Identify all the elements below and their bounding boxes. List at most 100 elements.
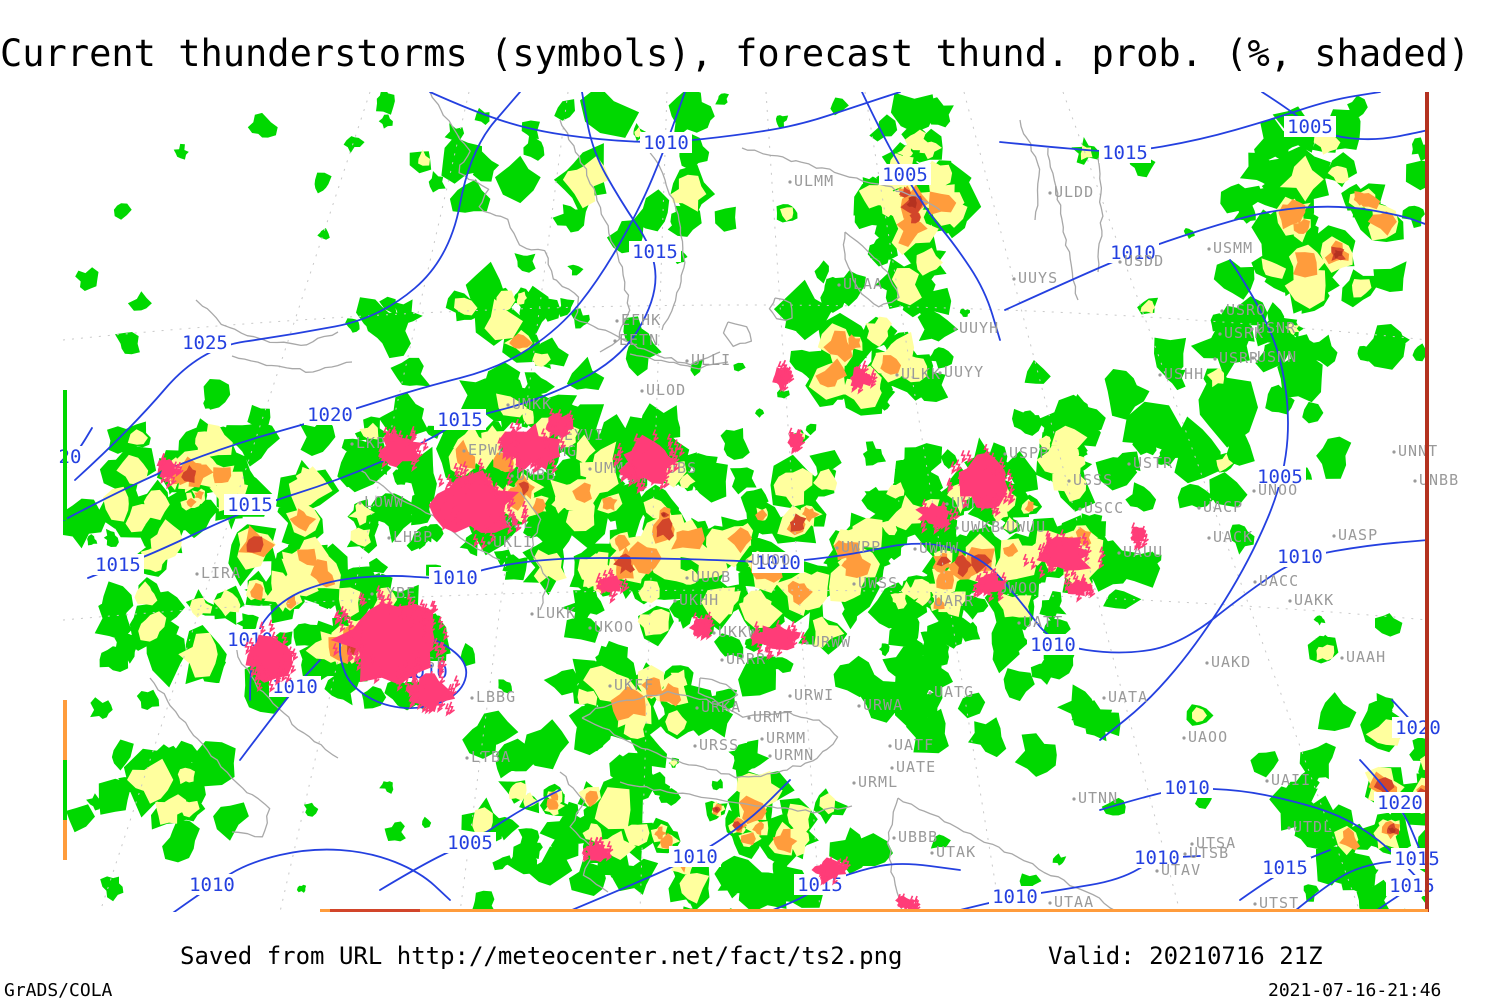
svg-text:20: 20	[59, 446, 82, 468]
svg-text:ULAA: ULAA	[843, 275, 883, 293]
svg-text:UNNT: UNNT	[1398, 442, 1438, 460]
station-USMM: USMM	[1207, 239, 1252, 257]
svg-text:LIRA: LIRA	[201, 564, 241, 582]
thunderstorm-symbol-cluster	[156, 453, 184, 490]
isobar-label-1015: 1015	[1391, 848, 1443, 870]
thunderstorm-symbol-cluster	[946, 443, 1016, 517]
svg-text:1005: 1005	[1287, 116, 1333, 138]
station-URSS: URSS	[693, 736, 738, 754]
svg-text:UKHH: UKHH	[679, 591, 719, 609]
svg-text:UACK: UACK	[1213, 528, 1253, 546]
thunderstorm-symbol-cluster	[428, 458, 529, 551]
svg-text:UATG: UATG	[934, 683, 974, 701]
svg-text:1020: 1020	[307, 404, 353, 426]
isobar-label-1015: 1015	[92, 554, 144, 576]
svg-text:ULDD: ULDD	[1054, 183, 1094, 201]
svg-text:LUKK: LUKK	[536, 604, 576, 622]
svg-text:1005: 1005	[882, 164, 928, 186]
generation-timestamp: 2021-07-16-21:46	[1268, 980, 1442, 1000]
svg-text:1010: 1010	[432, 567, 478, 589]
svg-text:USNN: USNN	[1257, 348, 1297, 366]
svg-text:URMM: URMM	[766, 729, 806, 747]
svg-text:UARR: UARR	[934, 592, 974, 610]
station-USDD: USDD	[1118, 252, 1163, 270]
svg-text:UTST: UTST	[1259, 894, 1299, 912]
station-UTDL: UTDL	[1287, 818, 1332, 836]
svg-text:1015: 1015	[1262, 857, 1308, 879]
thunderstorm-symbol-cluster	[750, 619, 808, 661]
thunderstorm-symbol-cluster	[787, 427, 806, 455]
thunderstorm-symbol-cluster	[330, 585, 450, 693]
station-URML: URML	[852, 773, 897, 791]
station-UWKB: UWKB	[955, 518, 1000, 536]
isobar-label-1010: 1010	[1274, 546, 1326, 568]
station-LHBP: LHBP	[387, 528, 432, 546]
station-URWI: URWI	[788, 686, 833, 704]
svg-text:1015: 1015	[437, 409, 483, 431]
svg-text:1010: 1010	[643, 132, 689, 154]
svg-text:UATE: UATE	[896, 758, 936, 776]
grads-cola-credit: GrADS/COLA	[4, 980, 113, 1000]
station-UTSB: UTSB	[1183, 844, 1228, 862]
station-URMM: URMM	[760, 729, 806, 747]
station-UAKD: UAKD	[1205, 653, 1250, 671]
isobar-label-20: 20	[55, 446, 85, 468]
svg-text:UAOO: UAOO	[1188, 728, 1228, 746]
station-LBBG: LBBG	[470, 688, 515, 706]
station-UATT: UATT	[1017, 613, 1063, 631]
station-USSS: USSS	[1067, 471, 1112, 489]
station-UWWW: UWWW	[913, 539, 958, 557]
station-UUYY: UUYY	[938, 363, 983, 381]
station-UAOO: UAOO	[1182, 728, 1228, 746]
isobar-1010	[239, 659, 321, 761]
svg-text:UATT: UATT	[1023, 613, 1063, 631]
station-USHH: USHH	[1158, 365, 1203, 383]
station-USRO: USRO	[1220, 301, 1265, 319]
station-UWSS: UWSS	[852, 574, 898, 592]
station-EPWA: EPWA	[462, 441, 508, 459]
svg-text:UWSS: UWSS	[858, 574, 898, 592]
saved-url-text: Saved from URL http://meteocenter.net/fa…	[180, 942, 903, 970]
station-UTSA: UTSA	[1190, 834, 1236, 852]
thunderstorm-symbols	[156, 359, 1149, 912]
probability-shading	[63, 92, 1428, 912]
isobar-1020	[63, 92, 686, 521]
svg-text:1010: 1010	[1030, 634, 1076, 656]
isobar-label-1010: 1010	[1161, 777, 1213, 799]
thunderstorm-symbol-cluster	[1022, 529, 1106, 580]
svg-text:USNR: USNR	[1256, 319, 1296, 337]
svg-text:UAII: UAII	[1271, 771, 1311, 789]
station-UACP: UACP	[1197, 498, 1242, 516]
station-UUYH: UUYH	[953, 319, 998, 337]
svg-text:1010: 1010	[1164, 777, 1210, 799]
svg-text:UASP: UASP	[1338, 526, 1378, 544]
station-UTAA: UTAA	[1048, 893, 1093, 911]
station-EFHK: EFHK	[615, 311, 660, 329]
station-LTBA: LTBA	[465, 748, 510, 766]
thunderstorm-symbol-cluster	[581, 836, 614, 863]
station-UASP: UASP	[1332, 526, 1378, 544]
isobar-label-1005: 1005	[1284, 116, 1336, 138]
isobar-1010	[1004, 205, 1428, 311]
thunderstorm-symbol-cluster	[811, 856, 851, 886]
thunderstorm-symbol-cluster	[612, 429, 685, 495]
isobar-label-1010: 1010	[1107, 242, 1159, 264]
isobar-label-1010: 1010	[1131, 847, 1183, 869]
svg-text:1010: 1010	[1110, 242, 1156, 264]
station-URRR: URRR	[720, 650, 765, 668]
svg-text:UTSA: UTSA	[1196, 834, 1236, 852]
svg-text:ULOD: ULOD	[646, 381, 686, 399]
svg-text:UMBB: UMBB	[516, 466, 556, 484]
thunderstorm-symbol-cluster	[849, 360, 878, 395]
station-UATE: UATE	[890, 758, 936, 776]
station-UKLI: UKLI	[487, 533, 533, 551]
svg-text:UTNN: UTNN	[1078, 789, 1118, 807]
thunderstorm-symbol-cluster	[915, 498, 961, 535]
svg-text:LYBE: LYBE	[376, 584, 416, 602]
svg-text:UKOO: UKOO	[594, 618, 634, 636]
station-UTAV: UTAV	[1155, 861, 1200, 879]
svg-text:EPWA: EPWA	[468, 441, 508, 459]
svg-text:UKLI: UKLI	[493, 533, 533, 551]
